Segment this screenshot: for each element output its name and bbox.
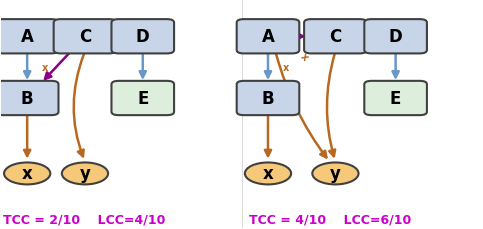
Text: B: B — [21, 90, 33, 108]
FancyBboxPatch shape — [364, 82, 427, 116]
Text: x: x — [263, 165, 273, 183]
Text: A: A — [21, 28, 34, 46]
Text: TCC = 4/10    LCC=6/10: TCC = 4/10 LCC=6/10 — [249, 213, 411, 226]
FancyBboxPatch shape — [0, 20, 58, 54]
Text: x: x — [298, 51, 310, 62]
Circle shape — [62, 163, 108, 185]
FancyBboxPatch shape — [112, 82, 174, 116]
Circle shape — [4, 163, 50, 185]
FancyBboxPatch shape — [0, 82, 58, 116]
Text: B: B — [262, 90, 274, 108]
Text: x: x — [22, 165, 32, 183]
Text: E: E — [137, 90, 148, 108]
Text: A: A — [262, 28, 274, 46]
Text: E: E — [390, 90, 401, 108]
Text: TCC = 2/10    LCC=4/10: TCC = 2/10 LCC=4/10 — [3, 213, 166, 226]
Text: C: C — [79, 28, 91, 46]
FancyBboxPatch shape — [364, 20, 427, 54]
Circle shape — [245, 163, 291, 185]
Text: y: y — [330, 165, 341, 183]
FancyBboxPatch shape — [54, 20, 116, 54]
Text: D: D — [136, 28, 150, 46]
FancyBboxPatch shape — [112, 20, 174, 54]
Text: x: x — [42, 63, 48, 73]
Text: D: D — [389, 28, 402, 46]
FancyBboxPatch shape — [237, 20, 299, 54]
Text: y: y — [80, 165, 90, 183]
Text: C: C — [329, 28, 341, 46]
Circle shape — [313, 163, 358, 185]
Text: x: x — [283, 63, 289, 73]
FancyBboxPatch shape — [237, 82, 299, 116]
FancyBboxPatch shape — [304, 20, 367, 54]
